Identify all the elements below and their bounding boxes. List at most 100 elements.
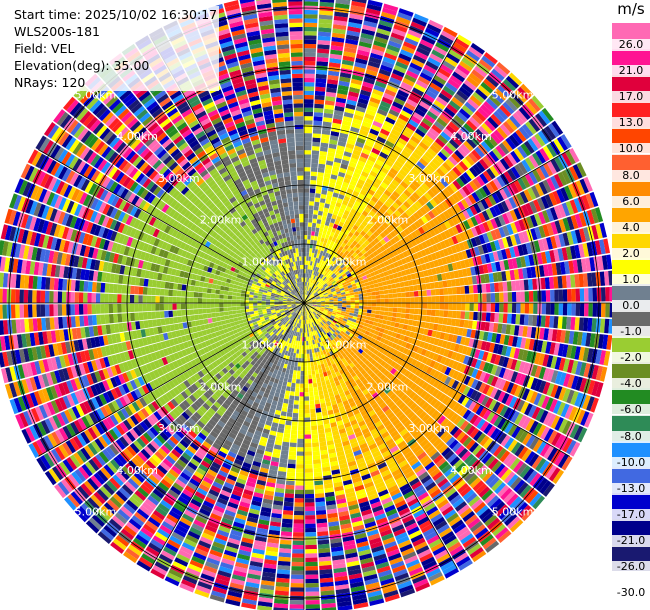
velocity-gate: [477, 85, 491, 97]
velocity-gate: [295, 387, 300, 393]
velocity-gate: [405, 303, 411, 309]
velocity-gate: [307, 226, 312, 232]
velocity-gate: [459, 108, 471, 120]
velocity-gate: [350, 305, 355, 309]
velocity-gate: [491, 91, 505, 104]
velocity-gate: [377, 108, 388, 117]
velocity-gate: [368, 100, 380, 109]
velocity-gate: [438, 113, 451, 124]
velocity-gate: [411, 87, 424, 97]
velocity-gate: [421, 315, 427, 322]
velocity-gate: [366, 312, 372, 317]
velocity-gate: [307, 269, 310, 274]
velocity-gate: [319, 372, 324, 378]
velocity-gate: [319, 228, 324, 234]
velocity-gate: [359, 174, 367, 182]
velocity-gate: [476, 201, 486, 212]
velocity-gate: [490, 292, 496, 303]
velocity-gate: [358, 223, 366, 231]
velocity-gate: [354, 297, 360, 301]
velocity-gate: [296, 374, 301, 380]
velocity-gate: [396, 57, 410, 66]
velocity-gate: [295, 485, 304, 490]
velocity-gate: [308, 379, 313, 384]
velocity-gate: [428, 19, 444, 30]
velocity-gate: [508, 95, 521, 109]
velocity-gate: [345, 103, 356, 110]
velocity-gate: [345, 279, 351, 284]
velocity-gate: [518, 106, 531, 121]
velocity-gate: [331, 122, 342, 129]
velocity-gate: [319, 155, 327, 161]
velocity-gate: [329, 304, 334, 306]
velocity-gate: [373, 213, 381, 221]
velocity-gate: [365, 7, 381, 16]
velocity-gate: [332, 282, 338, 286]
velocity-gate: [287, 377, 293, 383]
velocity-gate: [328, 269, 333, 275]
velocity-gate: [389, 230, 397, 238]
velocity-gate: [304, 137, 312, 142]
velocity-gate: [309, 192, 315, 198]
velocity-gate: [510, 166, 521, 179]
velocity-gate: [284, 372, 289, 378]
velocity-gate: [312, 279, 316, 285]
velocity-gate: [324, 267, 329, 272]
velocity-gate: [323, 108, 334, 115]
velocity-gate: [336, 93, 348, 100]
velocity-gate: [392, 307, 398, 313]
velocity-gate: [380, 214, 388, 222]
velocity-gate: [331, 32, 346, 39]
velocity-gate: [341, 266, 347, 271]
velocity-gate: [294, 506, 304, 512]
velocity-gate: [388, 307, 394, 312]
velocity-gate: [480, 198, 489, 210]
velocity-gate: [506, 118, 518, 131]
velocity-gate: [408, 254, 415, 262]
velocity-gate: [317, 278, 322, 283]
velocity-gate: [305, 549, 318, 554]
velocity-gate: [485, 283, 491, 293]
velocity-gate: [373, 203, 382, 211]
velocity-gate: [280, 531, 292, 537]
velocity-gate: [356, 101, 368, 109]
velocity-gate: [352, 265, 358, 271]
velocity-gate: [431, 78, 444, 89]
velocity-gate: [318, 437, 326, 443]
velocity-gate: [305, 519, 316, 524]
velocity-gate: [477, 303, 483, 312]
velocity-gate: [338, 231, 344, 237]
velocity-gate: [445, 82, 458, 93]
velocity-gate: [354, 254, 360, 260]
velocity-gate: [314, 197, 321, 203]
velocity-gate: [348, 184, 356, 191]
velocity-gate: [486, 293, 491, 303]
velocity-gate: [306, 243, 310, 249]
velocity-gate: [370, 240, 377, 247]
velocity-gate: [294, 498, 304, 503]
velocity-gate: [454, 149, 465, 161]
velocity-gate: [402, 77, 415, 87]
velocity-gate: [319, 1, 334, 8]
velocity-gate: [354, 200, 361, 208]
velocity-gate: [413, 148, 424, 158]
velocity-gate: [393, 65, 407, 74]
velocity-gate: [331, 237, 337, 243]
velocity-gate: [400, 287, 406, 293]
velocity-gate: [349, 254, 355, 261]
velocity-gate: [312, 214, 318, 220]
velocity-gate: [362, 266, 369, 272]
velocity-gate: [287, 407, 293, 413]
velocity-gate: [370, 287, 376, 293]
velocity-gate: [314, 395, 320, 401]
velocity-gate: [443, 107, 456, 118]
velocity-gate: [371, 206, 379, 214]
velocity-gate: [385, 48, 399, 57]
velocity-gate: [305, 557, 318, 563]
velocity-gate: [346, 215, 353, 222]
velocity-gate: [405, 33, 421, 43]
velocity-gate: [368, 220, 375, 227]
velocity-gate: [313, 116, 323, 122]
velocity-gate: [474, 225, 483, 236]
velocity-gate: [315, 373, 320, 379]
